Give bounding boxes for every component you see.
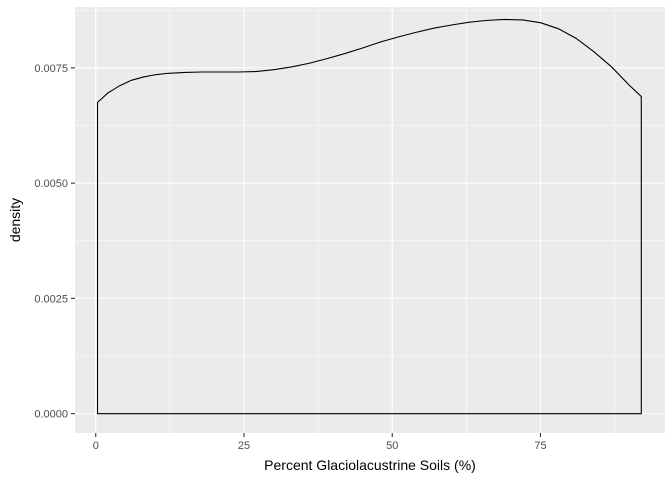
minor-gridlines [75,7,665,433]
y-tick-label: 0.0050 [34,178,68,190]
y-tick-label: 0.0075 [34,63,68,75]
y-axis-title: density [7,198,23,242]
x-tick-label: 0 [93,440,99,452]
x-tick-label: 75 [534,440,546,452]
plot-panel [75,7,665,433]
y-tick-label: 0.0025 [34,293,68,305]
y-tick-label: 0.0000 [34,409,68,421]
x-axis-ticks: 0 25 50 75 [93,433,547,452]
y-axis-ticks: 0.0000 0.0025 0.0050 0.0075 [34,63,75,421]
density-curve [96,18,642,415]
x-axis-title: Percent Glaciolacustrine Soils (%) [264,457,476,473]
x-tick-label: 50 [386,440,398,452]
x-tick-label: 25 [238,440,250,452]
